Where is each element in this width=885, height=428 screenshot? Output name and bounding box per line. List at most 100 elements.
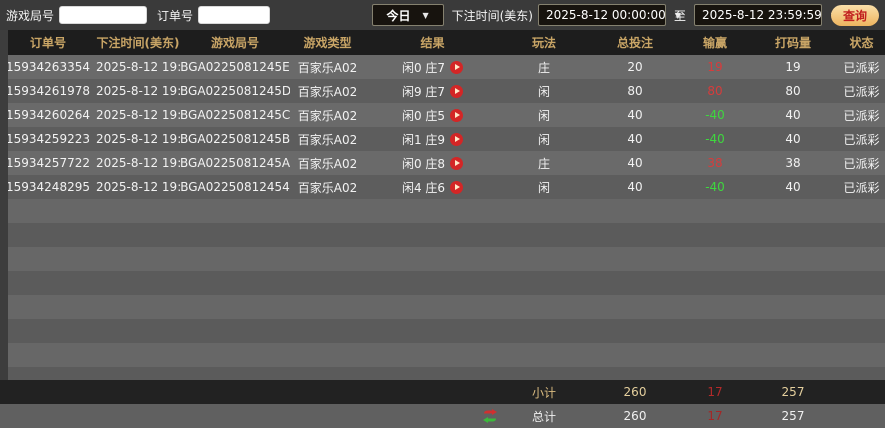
result-text: 闲0 庄7 [401, 60, 446, 75]
order-no: 15934261978 [6, 84, 90, 98]
winloss: 19 [707, 60, 723, 74]
round-no: BGA0225081245A [180, 156, 290, 170]
table-row: 15934257722 2025-8-12 19:10 BGA022508124… [0, 151, 885, 175]
filter-toolbar: 游戏局号 订单号 今日 ▼ 下注时间(美东) 2025-8-12 00:00:0… [0, 0, 885, 30]
date-to-select[interactable]: 2025-8-12 23:59:59 ▼ [694, 4, 837, 26]
winloss: -40 [705, 132, 725, 146]
order-no: 15934248295 [6, 180, 90, 194]
swap-arrows-icon[interactable] [482, 409, 498, 423]
result: 闲9 庄7 [365, 83, 500, 100]
winloss: -40 [705, 108, 725, 122]
round-no: BGA02250812454 [180, 180, 290, 194]
play-replay-icon[interactable] [450, 132, 464, 146]
col-header-order: 订单号 [29, 36, 66, 50]
play-replay-icon[interactable] [450, 180, 464, 194]
order-no: 15934257722 [6, 156, 90, 170]
result: 闲0 庄7 [365, 59, 500, 76]
subtotal-label: 小计 [531, 385, 556, 400]
play-type: 闲 [537, 132, 550, 147]
rolling-amount: 19 [785, 60, 801, 74]
play-type: 庄 [537, 156, 550, 171]
total-label: 总计 [531, 409, 556, 424]
chevron-down-icon: ▼ [674, 10, 681, 20]
rolling-amount: 40 [785, 108, 801, 122]
subtotal-row: 小计 260 17 257 [0, 380, 885, 404]
total-bet: 260 [623, 409, 647, 423]
col-header-round: 游戏局号 [210, 36, 259, 50]
to-label: 至 [673, 8, 686, 23]
total-rolling: 257 [781, 409, 805, 423]
game-type: 百家乐A02 [297, 132, 358, 147]
order-no-input[interactable] [198, 6, 271, 24]
play-replay-icon[interactable] [450, 156, 464, 170]
game-type: 百家乐A02 [297, 108, 358, 123]
left-gutter [0, 30, 8, 380]
game-type: 百家乐A02 [297, 60, 358, 75]
status-badge: 已派彩 [843, 180, 880, 195]
bet-time: 2025-8-12 19:12 [96, 84, 180, 98]
rolling-amount: 80 [785, 84, 801, 98]
play-replay-icon[interactable] [450, 108, 464, 122]
empty-rows-area [0, 199, 885, 380]
play-type: 闲 [537, 108, 550, 123]
subtotal-winloss: 17 [707, 385, 723, 399]
round-no: BGA0225081245C [180, 108, 290, 122]
subtotal-rolling: 257 [781, 385, 805, 399]
bet-time: 2025-8-12 19:05 [96, 180, 180, 194]
order-no: 15934260264 [6, 108, 90, 122]
play-replay-icon[interactable] [450, 60, 464, 74]
game-type: 百家乐A02 [297, 180, 358, 195]
play-type: 庄 [537, 60, 550, 75]
bet-time: 2025-8-12 19:11 [96, 108, 180, 122]
total-bet: 40 [627, 156, 643, 170]
order-no: 15934259223 [6, 132, 90, 146]
total-bet: 80 [627, 84, 643, 98]
total-bet: 20 [627, 60, 643, 74]
table-row: 15934260264 2025-8-12 19:11 BGA022508124… [0, 103, 885, 127]
col-header-time: 下注时间(美东) [96, 36, 180, 50]
status-badge: 已派彩 [843, 132, 880, 147]
col-header-winloss: 输赢 [702, 36, 727, 50]
play-replay-icon[interactable] [450, 84, 464, 98]
round-no: BGA0225081245B [180, 132, 290, 146]
total-winloss: 17 [707, 409, 723, 423]
result-text: 闲0 庄8 [401, 156, 446, 171]
total-bet: 40 [627, 132, 643, 146]
game-round-label: 游戏局号 [6, 8, 55, 23]
order-no-label: 订单号 [157, 8, 194, 23]
period-select[interactable]: 今日 ▼ [371, 4, 444, 26]
table-header-row: 订单号 下注时间(美东) 游戏局号 游戏类型 结果 玩法 总投注 输赢 打码量 … [0, 30, 885, 55]
winloss: 80 [707, 84, 723, 98]
rolling-amount: 38 [785, 156, 801, 170]
query-button[interactable]: 查询 [831, 4, 879, 26]
rolling-amount: 40 [785, 180, 801, 194]
game-round-input[interactable] [59, 6, 148, 24]
play-type: 闲 [537, 84, 550, 99]
rolling-amount: 40 [785, 132, 801, 146]
table-row: 15934263354 2025-8-12 19:13 BGA022508124… [0, 55, 885, 79]
result-text: 闲9 庄7 [401, 84, 446, 99]
date-from-value: 2025-8-12 00:00:00 [545, 8, 666, 22]
col-header-result: 结果 [420, 36, 445, 50]
game-type: 百家乐A02 [297, 84, 358, 99]
status-badge: 已派彩 [843, 84, 880, 99]
date-to-value: 2025-8-12 23:59:59 [702, 8, 822, 22]
total-row: 总计 260 17 257 [0, 404, 885, 428]
play-type: 闲 [537, 180, 550, 195]
total-bet: 40 [627, 180, 643, 194]
order-no: 15934263354 [6, 60, 90, 74]
col-header-game-type: 游戏类型 [303, 36, 352, 50]
col-header-play: 玩法 [531, 36, 556, 50]
status-badge: 已派彩 [843, 156, 880, 171]
bet-time-label: 下注时间(美东) [451, 8, 533, 23]
status-badge: 已派彩 [843, 108, 880, 123]
col-header-status: 状态 [849, 36, 874, 50]
bet-time: 2025-8-12 19:13 [96, 60, 180, 74]
round-no: BGA0225081245D [180, 84, 290, 98]
col-header-total-bet: 总投注 [616, 36, 653, 50]
date-from-select[interactable]: 2025-8-12 00:00:00 ▼ [537, 4, 681, 26]
chevron-down-icon: ▼ [422, 10, 429, 20]
result: 闲0 庄8 [365, 155, 500, 172]
winloss: -40 [705, 180, 725, 194]
result: 闲0 庄5 [365, 107, 500, 124]
